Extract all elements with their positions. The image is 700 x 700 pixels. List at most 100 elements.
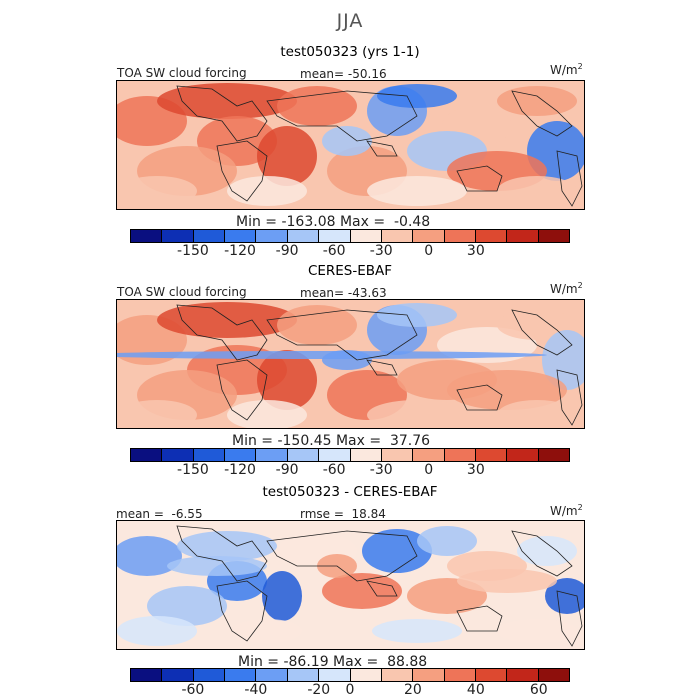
coastline	[216, 359, 268, 421]
panel-1-tick: -150	[177, 243, 209, 259]
colorbar-cell	[444, 669, 476, 681]
panel-3-tick: 40	[466, 682, 485, 698]
field-contour	[377, 303, 457, 327]
field-contour	[157, 83, 297, 119]
field-contour	[497, 619, 577, 643]
colorbar-cell	[256, 230, 288, 242]
panel-2-tick: -150	[177, 462, 209, 478]
panel-1-colorbar	[130, 229, 570, 243]
colorbar-cell	[381, 669, 414, 681]
field-contour	[542, 330, 584, 390]
field-contour	[367, 400, 467, 428]
panel-1-tick: -120	[224, 243, 256, 259]
field-contour	[545, 578, 584, 614]
coastline	[366, 140, 398, 157]
field-contour	[277, 305, 357, 345]
field-contour	[367, 176, 467, 206]
colorbar-cell	[287, 449, 320, 461]
field-contour	[417, 526, 477, 556]
panel-2-tick: -30	[369, 462, 393, 478]
colorbar-cell	[287, 669, 320, 681]
season-title: JJA	[336, 10, 364, 32]
colorbar-cell	[193, 669, 226, 681]
panel-2-tick: -60	[322, 462, 346, 478]
colorbar-cell	[256, 669, 288, 681]
colorbar-cell	[319, 449, 351, 461]
panel-1-tick: 30	[466, 243, 485, 259]
field-contour	[257, 126, 317, 186]
colorbar-cell	[507, 449, 539, 461]
panel-1-tick: 0	[424, 243, 434, 259]
colorbar-cell	[225, 669, 257, 681]
panel-1-stats: Min = -163.08 Max = -0.48	[236, 214, 431, 230]
field-contour	[322, 573, 402, 609]
colorbar-cell	[131, 230, 163, 242]
field-contour	[147, 586, 227, 626]
panel-2-stats: Min = -150.45 Max = 37.76	[232, 433, 431, 449]
colorbar-cell	[475, 669, 508, 681]
panel-1-units: W/m2	[550, 62, 583, 77]
panel-3-map	[116, 520, 585, 650]
colorbar-cell	[193, 230, 226, 242]
panel-3-colorbar-ticks: -60 -40 -20 0 20 40 60	[130, 682, 570, 700]
colorbar-cell	[162, 230, 194, 242]
field-contour	[167, 556, 267, 576]
panel-2-tick: 30	[466, 462, 485, 478]
panel-1-mean-label: mean= -50.16	[300, 67, 387, 81]
field-contour	[497, 176, 577, 206]
panel-3-rmse-label: rmse = 18.84	[300, 507, 386, 521]
coastline	[176, 525, 268, 582]
panel-3-tick: 60	[529, 682, 548, 698]
field-contour	[497, 86, 577, 116]
panel-2-tick: -90	[275, 462, 299, 478]
colorbar-cell	[507, 669, 539, 681]
coastline	[266, 530, 418, 582]
field-contour	[362, 529, 432, 573]
panel-1-tick: -30	[369, 243, 393, 259]
colorbar-cell	[319, 230, 351, 242]
coastline	[366, 580, 398, 597]
colorbar-cell	[225, 230, 257, 242]
colorbar-cell	[413, 230, 445, 242]
colorbar-cell	[193, 449, 226, 461]
panel-1-title: test050323 (yrs 1-1)	[280, 44, 420, 60]
coastline	[216, 140, 268, 202]
colorbar-cell	[131, 669, 163, 681]
panel-1-variable-label: TOA SW cloud forcing	[117, 66, 247, 80]
colorbar-cell	[350, 669, 382, 681]
field-contour	[497, 310, 577, 340]
coastline	[456, 384, 503, 411]
field-contour	[497, 400, 577, 428]
colorbar-cell	[225, 449, 257, 461]
colorbar-cell	[381, 449, 414, 461]
field-contour	[372, 619, 462, 643]
colorbar-cell	[131, 449, 163, 461]
field-contour	[117, 351, 547, 359]
panel-2-variable-label: TOA SW cloud forcing	[117, 285, 247, 299]
panel-3-units: W/m2	[550, 503, 583, 518]
coastline	[511, 530, 573, 577]
panel-2-tick: -120	[224, 462, 256, 478]
panel-1-map	[116, 80, 585, 210]
panel-3-tick: -60	[181, 682, 205, 698]
colorbar-cell	[287, 230, 320, 242]
panel-3-colorbar	[130, 668, 570, 682]
coastline	[176, 85, 268, 142]
coastline	[176, 304, 268, 361]
colorbar-cell	[538, 449, 570, 461]
field-contour	[457, 569, 557, 593]
panel-3-tick: 20	[403, 682, 422, 698]
coastline	[511, 309, 573, 356]
colorbar-cell	[444, 230, 476, 242]
colorbar-cell	[507, 230, 539, 242]
colorbar-cell	[413, 449, 445, 461]
panel-3-mean-label: mean = -6.55	[116, 507, 203, 521]
field-contour	[262, 571, 302, 621]
field-contour	[117, 400, 197, 428]
colorbar-cell	[381, 230, 414, 242]
colorbar-cell	[162, 449, 194, 461]
field-contour	[377, 84, 457, 108]
panel-3-tick: -40	[244, 682, 268, 698]
colorbar-cell	[256, 449, 288, 461]
field-contour	[157, 302, 297, 338]
